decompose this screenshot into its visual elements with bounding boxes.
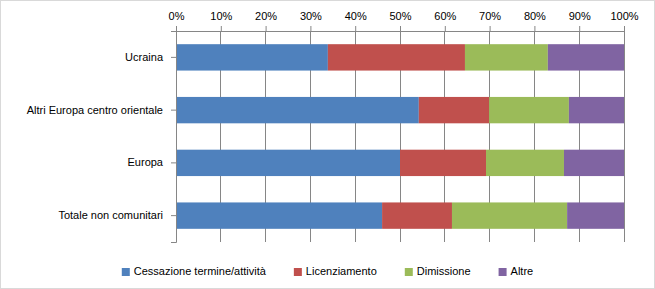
bar-segment <box>382 202 452 228</box>
x-tick-label: 20% <box>255 10 277 22</box>
bar-segment <box>400 150 486 176</box>
x-tick-label: 50% <box>389 10 411 22</box>
x-tick: 60% <box>434 10 456 31</box>
y-tick: Ucraina <box>125 51 176 63</box>
x-tick-mark <box>579 26 580 31</box>
y-tick-mark <box>171 215 176 216</box>
legend-label: Cessazione termine/attività <box>134 265 267 277</box>
x-tick: 30% <box>300 10 322 31</box>
x-tick-mark <box>355 26 356 31</box>
y-tick: Europa <box>128 156 176 168</box>
legend-item: Licenziamento <box>294 265 377 277</box>
x-tick-mark <box>624 26 625 31</box>
x-tick-label: 100% <box>610 10 638 22</box>
x-tick-mark <box>310 26 311 31</box>
x-tick-mark <box>445 26 446 31</box>
x-tick-mark <box>266 26 267 31</box>
x-tick: 0% <box>169 10 185 31</box>
x-tick: 40% <box>345 10 367 31</box>
y-tick-mark <box>171 57 176 58</box>
bar-segment <box>176 202 382 228</box>
y-tick-label: Altri Europa centro orientale <box>27 104 163 116</box>
bar-segment <box>452 202 567 228</box>
bar-segment <box>465 44 548 70</box>
y-tick: Totale non comunitari <box>58 209 176 221</box>
legend-swatch <box>122 268 130 276</box>
bar-segment <box>176 150 400 176</box>
legend-swatch <box>405 268 413 276</box>
y-tick-label: Totale non comunitari <box>58 209 163 221</box>
bar-segment <box>569 97 624 123</box>
y-axis: Ucraina Altri Europa centro orientale Euro… <box>27 32 177 243</box>
x-tick-label: 70% <box>479 10 501 22</box>
legend-label: Dimissione <box>417 265 471 277</box>
x-tick: 90% <box>569 10 591 31</box>
x-tick-label: 60% <box>434 10 456 22</box>
legend-item: Dimissione <box>405 265 471 277</box>
x-tick: 50% <box>389 10 411 31</box>
bar-segment <box>486 150 564 176</box>
legend-swatch <box>499 268 507 276</box>
bar-segment <box>564 150 624 176</box>
x-tick: 10% <box>210 10 232 31</box>
x-tick: 100% <box>610 10 638 31</box>
plot: 0% 10% 20% 30% 40% 50% 60% 70% 80% 90% 100% Ucraina… <box>27 10 639 243</box>
x-tick-label: 40% <box>345 10 367 22</box>
y-tick-mark <box>171 162 176 163</box>
grid <box>176 31 624 242</box>
x-tick-mark <box>490 26 491 31</box>
bar-segment <box>328 44 465 70</box>
x-tick-mark <box>221 26 222 31</box>
x-axis: 0% 10% 20% 30% 40% 50% 60% 70% 80% 90% 100% <box>169 10 639 32</box>
bar-segment <box>489 97 569 123</box>
y-axis-line <box>171 32 177 243</box>
bar-segment <box>567 202 624 228</box>
y-tick-label: Ucraina <box>125 51 164 63</box>
legend-item: Cessazione termine/attività <box>122 265 267 277</box>
bars <box>176 44 624 229</box>
x-tick-label: 10% <box>210 10 232 22</box>
bar-segment <box>176 97 419 123</box>
legend-label: Licenziamento <box>306 265 377 277</box>
chart-border <box>1 1 655 289</box>
x-axis-line <box>177 26 625 32</box>
x-tick-label: 0% <box>169 10 185 22</box>
x-tick-label: 80% <box>524 10 546 22</box>
legend-item: Altre <box>499 265 534 277</box>
y-tick: Altri Europa centro orientale <box>27 104 176 116</box>
x-tick-mark <box>176 26 177 31</box>
x-tick: 20% <box>255 10 277 31</box>
bar-segment <box>419 97 489 123</box>
y-tick-label: Europa <box>128 156 164 168</box>
x-tick-mark <box>534 26 535 31</box>
chart: 0% 10% 20% 30% 40% 50% 60% 70% 80% 90% 100% Ucraina… <box>0 0 655 289</box>
x-tick-mark <box>400 26 401 31</box>
x-tick-label: 90% <box>569 10 591 22</box>
legend: Cessazione termine/attività Licenziamento… <box>122 265 533 277</box>
x-tick: 80% <box>524 10 546 31</box>
legend-swatch <box>294 268 302 276</box>
legend-label: Altre <box>511 265 534 277</box>
y-tick-mark <box>171 110 176 111</box>
bar-segment <box>176 44 328 70</box>
x-tick: 70% <box>479 10 501 31</box>
x-tick-label: 30% <box>300 10 322 22</box>
bar-segment <box>548 44 624 70</box>
